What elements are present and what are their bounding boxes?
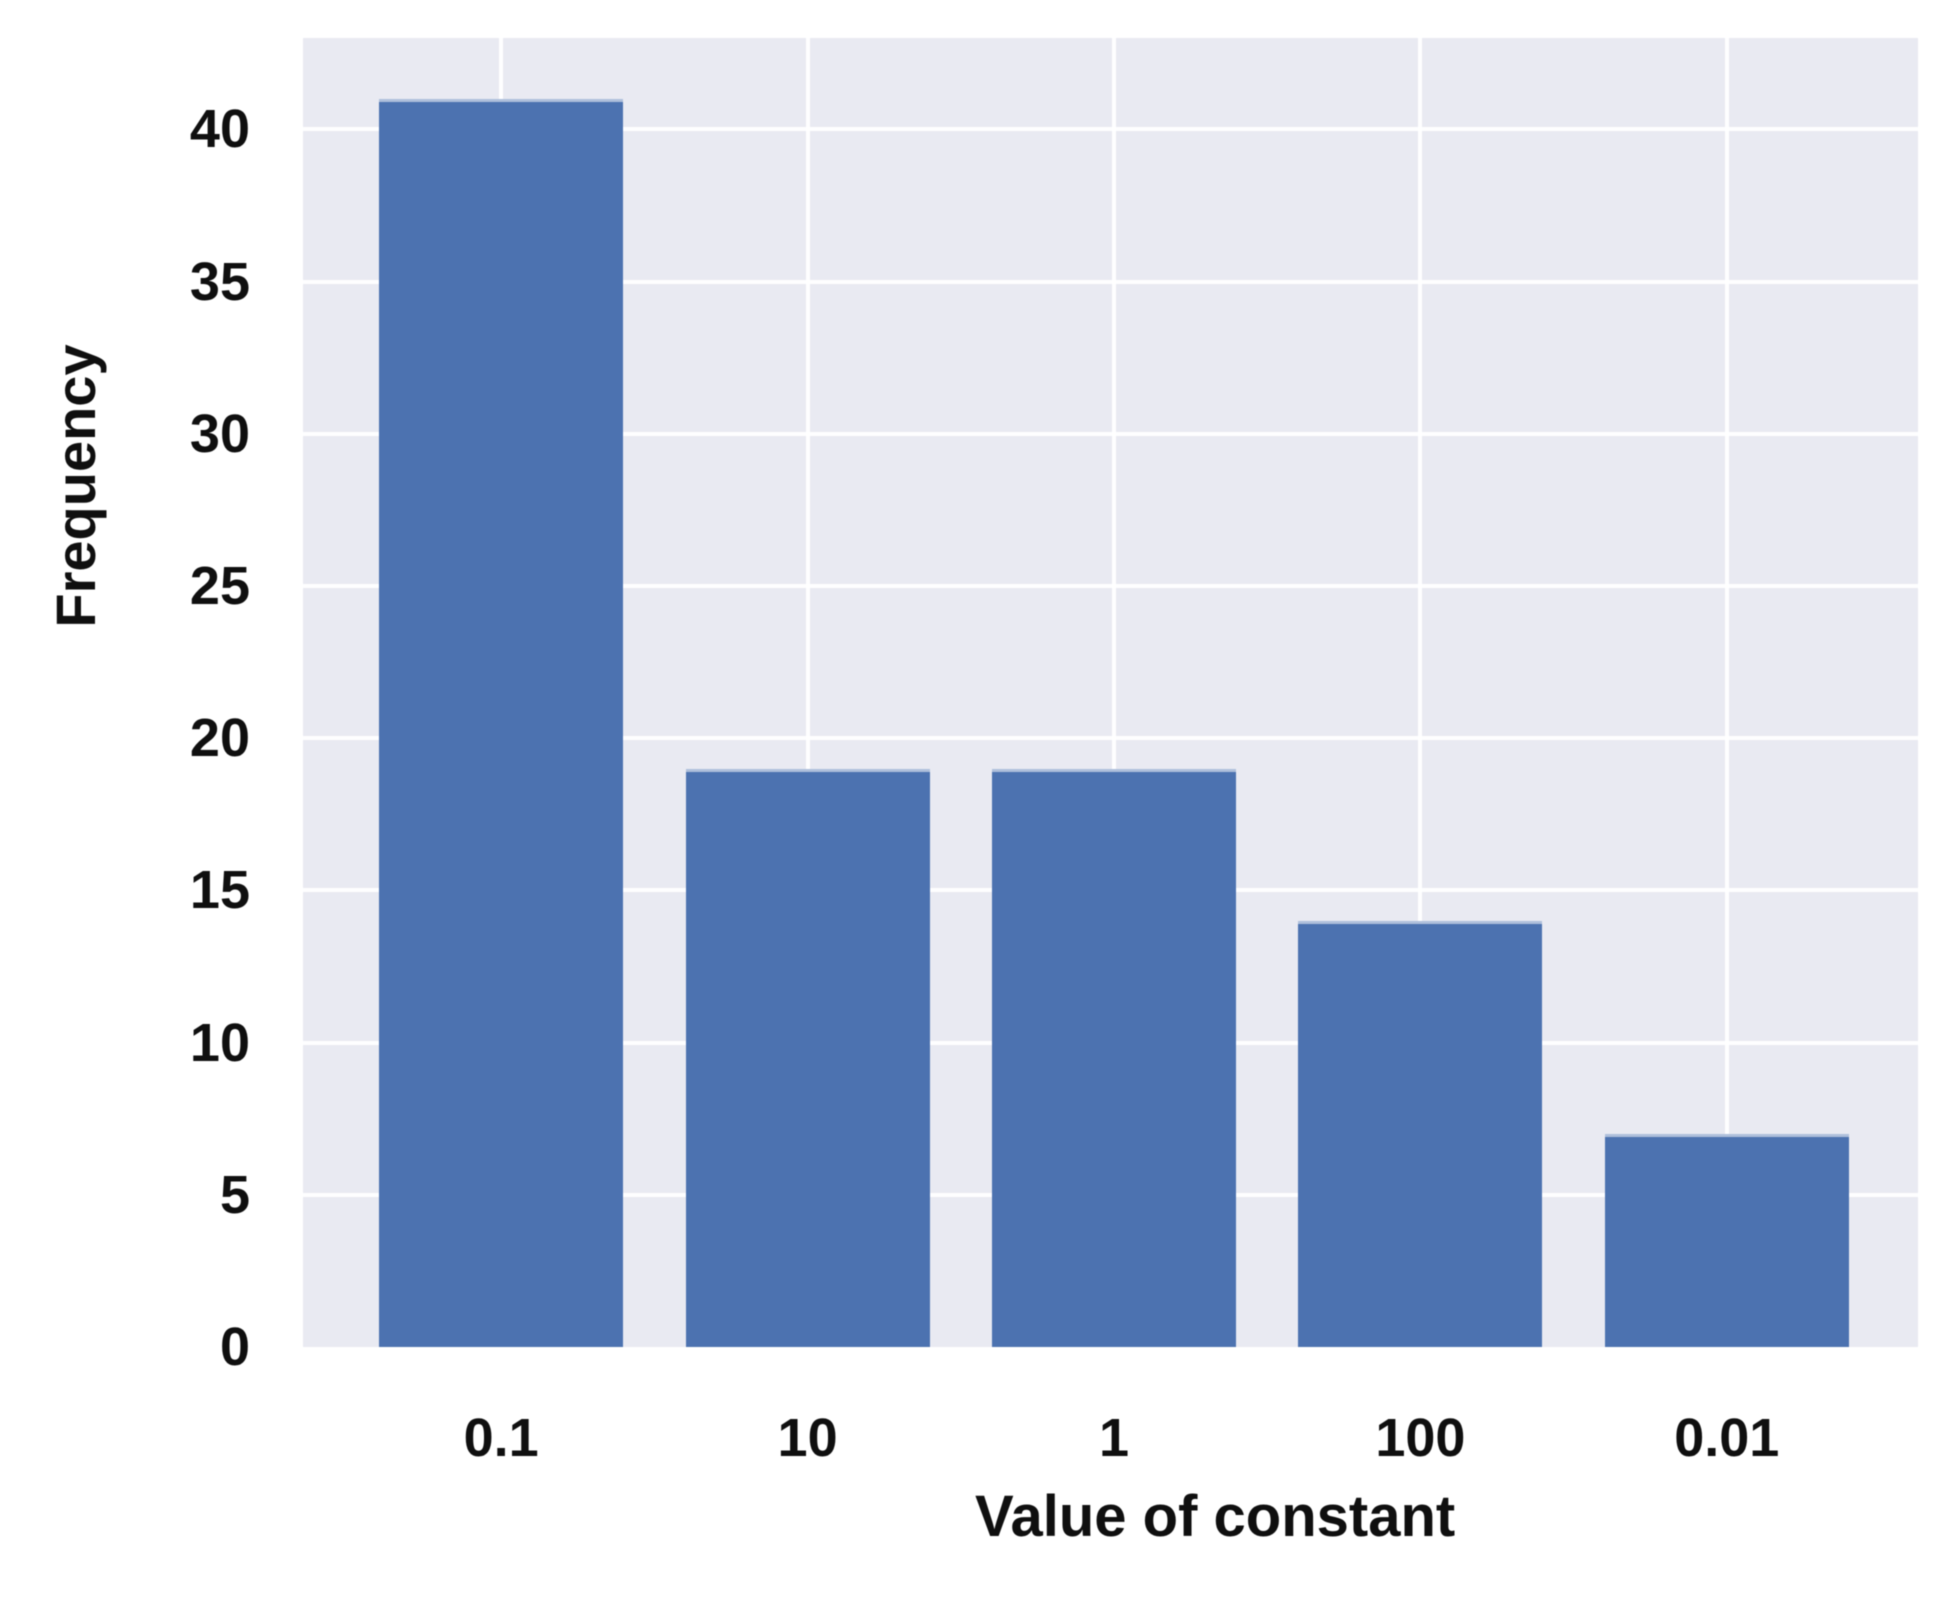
x-tick-label-100: 100	[1375, 1408, 1466, 1468]
bar-1	[992, 768, 1236, 1347]
gridline-vertical-0.01	[1724, 38, 1729, 1347]
x-tick-label-0.01: 0.01	[1674, 1408, 1780, 1468]
gridline-vertical-10	[805, 38, 810, 1347]
y-tick-label-30: 30	[189, 403, 250, 464]
y-tick-label-0: 0	[219, 1317, 250, 1377]
bar-0.1	[379, 98, 624, 1347]
gridline-horizontal-30	[303, 431, 1918, 436]
x-tick-label-10: 10	[777, 1408, 838, 1468]
plot-area	[303, 38, 1918, 1347]
bar-100	[1298, 920, 1543, 1347]
x-tick-label-0.1: 0.1	[463, 1408, 539, 1468]
y-tick-label-5: 5	[219, 1164, 250, 1225]
gridline-horizontal-25	[303, 583, 1918, 588]
y-axis-tick-labels: 0 5 10 15 20 25 30 35 40	[0, 38, 256, 1374]
y-tick-label-15: 15	[189, 860, 250, 921]
x-axis-title: Value of constant	[975, 1484, 1456, 1549]
x-tick-label-1: 1	[1098, 1408, 1130, 1468]
y-tick-label-10: 10	[189, 1012, 250, 1073]
gridline-horizontal-35	[303, 279, 1918, 284]
gridline-horizontal-20	[303, 736, 1918, 741]
gridline-vertical-100	[1418, 38, 1423, 1347]
x-axis-tick-labels: 0.1 10 1 100 0.01	[303, 1347, 1918, 1487]
y-tick-label-35: 35	[189, 251, 250, 312]
bar-10	[685, 768, 930, 1347]
y-tick-label-25: 25	[189, 555, 250, 616]
gridline-horizontal-40	[303, 127, 1918, 132]
y-axis-title: Frequency	[44, 344, 107, 628]
y-tick-label-40: 40	[189, 99, 250, 160]
y-tick-label-20: 20	[189, 708, 250, 769]
gridline-vertical-1	[1112, 38, 1116, 1347]
bar-0.01	[1604, 1133, 1849, 1347]
